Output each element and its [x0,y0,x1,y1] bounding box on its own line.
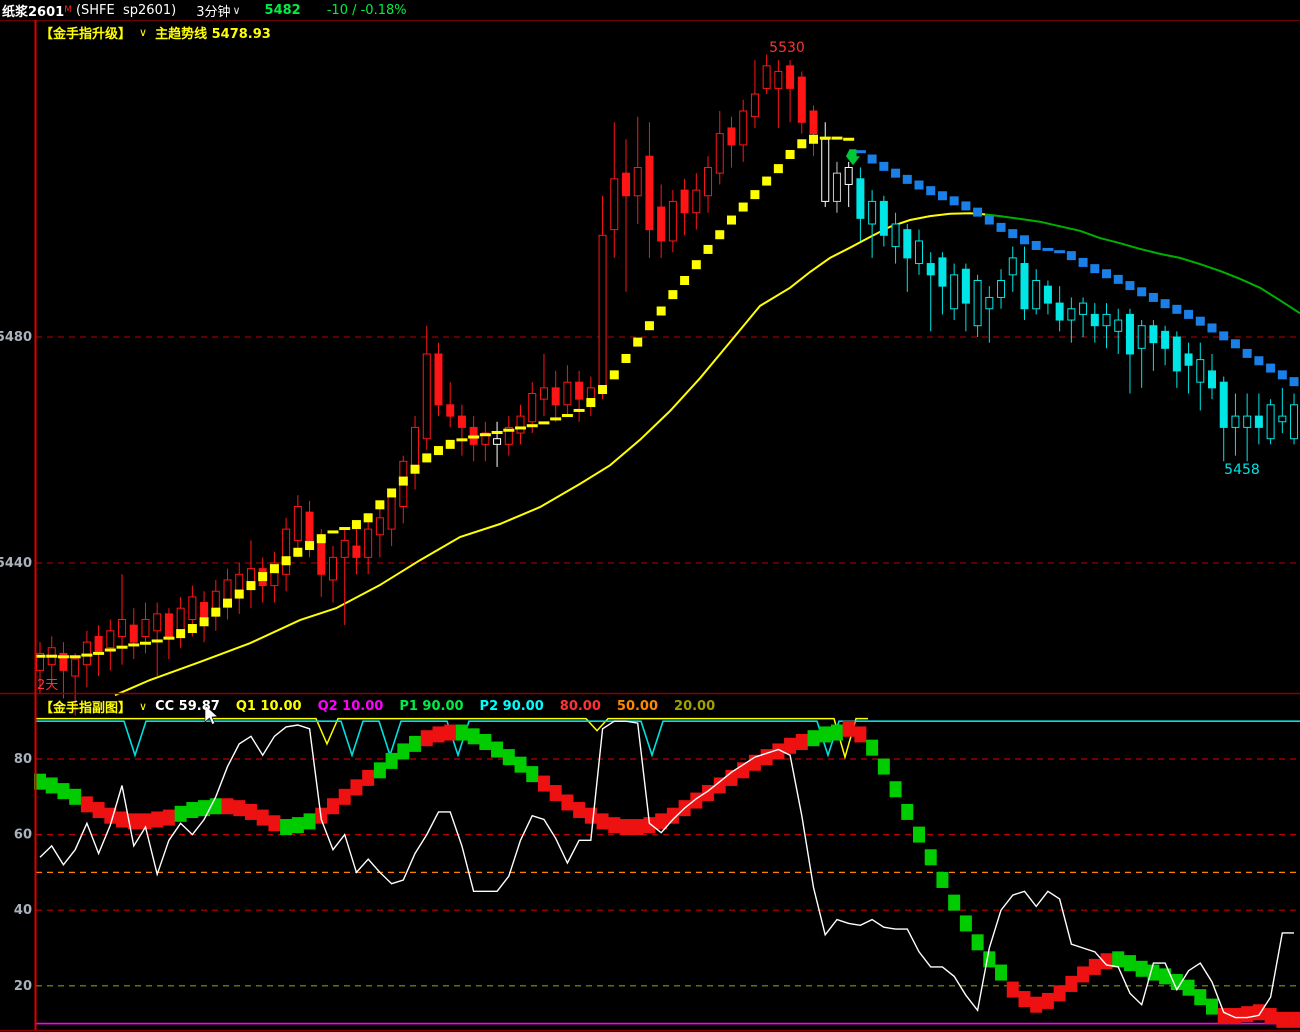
main-indicator-dropdown-icon[interactable]: ∨ [139,26,148,39]
sub-indicator-header: 【金手指副图】 ∨ CC 59.87 Q1 10.00 Q2 10.00 P1 90.… [40,697,731,716]
main-indicator-label[interactable]: 【金手指升级】 [40,27,132,42]
sub-param-6: 50.00 [616,699,659,714]
peak-price-label: 5530 [769,40,805,56]
indicator-sub-chart[interactable] [34,717,1300,1028]
indicator-axis-label: 60 [14,828,32,843]
sub-param-1: Q1 10.00 [235,699,302,714]
sub-param-7: 20.00 [674,699,716,714]
left-days-label: 2天 [37,678,58,693]
trend-dot-series [34,134,1299,659]
indicator-axis-label: 40 [14,903,32,918]
price-axis-label: 5440 [0,556,32,571]
sell-arrow-icon [846,149,860,166]
price-axis: 5480 5440 80 60 40 20 [0,330,32,994]
q1-signal-line [36,717,868,760]
indicator-axis-label: 80 [14,752,32,767]
main-contract-badge: M [64,5,72,15]
sub-param-0: CC 59.87 [155,699,220,714]
sub-param-4: P2 90.00 [479,699,544,714]
main-indicator-header: 【金手指升级】 ∨ 主趋势线 5478.93 [40,23,271,42]
contract-code: (SHFE sp2601) [75,2,177,18]
candle-series [36,54,1299,716]
sub-param-2: Q2 10.00 [317,699,384,714]
low-price-label: 5458 [1224,462,1260,478]
cc-line [39,720,1294,1019]
indicator-axis-label: 20 [14,979,32,994]
price-axis-label: 5480 [0,330,32,345]
price-change: -10 / -0.18% [326,2,407,18]
chart-labels: 5530 5458 2天 [37,40,1260,693]
period-dropdown-icon[interactable]: ∨ [232,3,241,17]
period-selector[interactable]: 3分钟 [196,4,231,20]
sub-indicator-label[interactable]: 【金手指副图】 [40,701,132,716]
symbol-name[interactable]: 纸浆2601 [2,4,65,20]
quote-top-bar: 纸浆2601 M (SHFE sp2601) 3分钟 ∨ 5482 -10 / -… [0,0,1300,20]
mouse-cursor-icon [204,704,219,725]
sub-indicator-dropdown-icon[interactable]: ∨ [139,700,148,713]
momentum-block-series [34,720,1300,1028]
p2-signal-line [36,720,1300,758]
sub-param-3: P1 90.00 [399,699,464,714]
panel-frame [0,20,1300,1032]
last-price: 5482 [264,2,301,18]
main-chart[interactable] [34,54,1300,716]
sub-param-5: 80.00 [559,699,601,714]
trend-line-value: 主趋势线 5478.93 [155,27,271,42]
sub-indicator-params: CC 59.87 Q1 10.00 Q2 10.00 P1 90.00 P2 90.00… [155,699,731,714]
